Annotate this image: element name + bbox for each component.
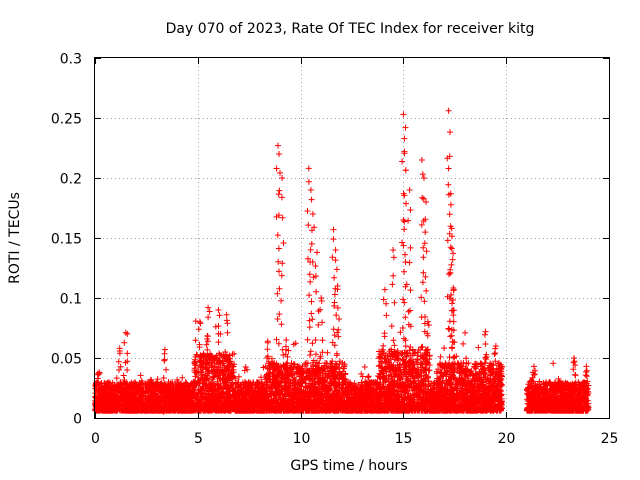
y-tick-label: 0.25 xyxy=(51,112,82,128)
x-tick-label: 10 xyxy=(293,431,311,447)
y-tick-label: 0.15 xyxy=(51,232,82,248)
y-tick-label: 0.2 xyxy=(60,172,82,188)
x-tick-label: 20 xyxy=(498,431,516,447)
roti-data-points xyxy=(92,107,592,415)
data-points-layer xyxy=(92,107,592,415)
y-tick-label: 0.1 xyxy=(60,292,82,308)
x-axis-label: GPS time / hours xyxy=(290,458,407,474)
chart-title: Day 070 of 2023, Rate Of TEC Index for r… xyxy=(166,21,535,37)
y-tick-label: 0.05 xyxy=(51,352,82,368)
x-tick-label: 5 xyxy=(194,431,203,447)
x-tick-label: 25 xyxy=(601,431,619,447)
plot-frame xyxy=(94,57,610,419)
grid-layer xyxy=(95,58,609,418)
y-tick-label: 0.3 xyxy=(60,52,82,68)
x-tick-label: 15 xyxy=(395,431,413,447)
y-axis-label: ROTI / TECUs xyxy=(7,192,23,284)
x-tick-label: 0 xyxy=(91,431,100,447)
y-tick-label: 0 xyxy=(73,412,82,428)
ticks-layer: 0 5 10 15 20 25 0 0.05 0.1 0.15 0.2 0.25 0.3 xyxy=(51,52,619,448)
